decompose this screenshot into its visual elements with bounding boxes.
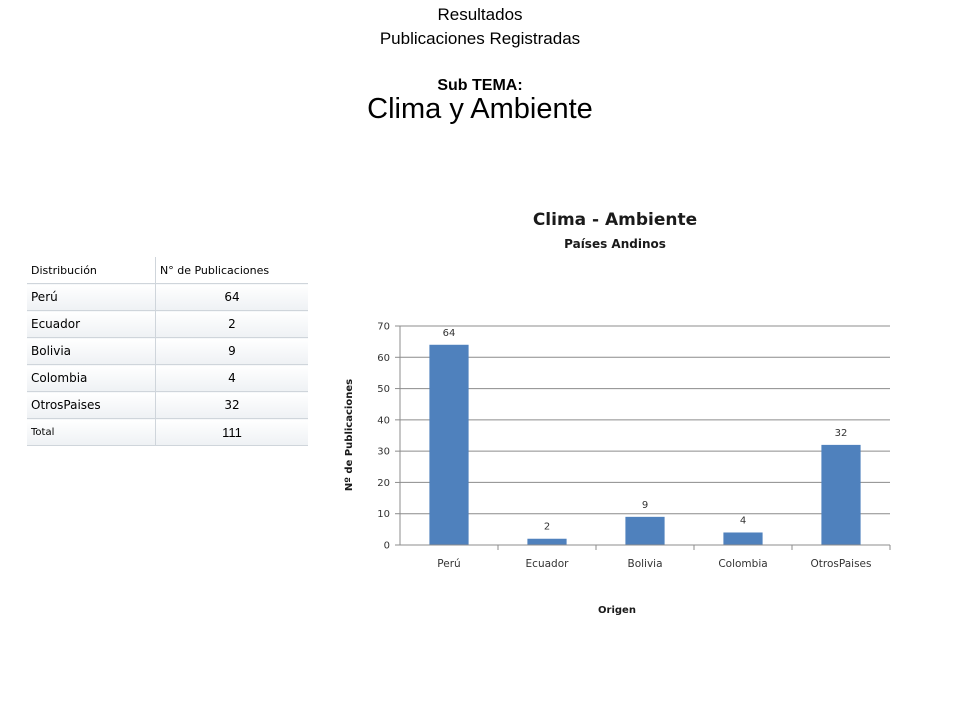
header-resultados: Resultados xyxy=(437,5,523,24)
bar xyxy=(527,538,567,545)
chart-gridlines xyxy=(400,325,890,546)
bar-value-label: 2 xyxy=(544,522,550,533)
bar-chart: Clima - Ambiente Países Andinos 0 10 20 30 4… xyxy=(344,210,891,616)
table-cell-country: OtrosPaises xyxy=(27,391,156,419)
table-cell-country: Bolivia xyxy=(27,337,156,365)
table-row: Ecuador 2 xyxy=(27,310,308,338)
bar-value-label: 9 xyxy=(642,500,648,511)
bar xyxy=(723,532,763,545)
x-tick-label: OtrosPaises xyxy=(811,558,872,570)
bar-value-label: 32 xyxy=(835,428,848,439)
header-publicaciones: Publicaciones Registradas xyxy=(379,29,581,48)
table-header-cell: Distribución xyxy=(27,257,156,284)
table-cell-count: 2 xyxy=(155,310,308,338)
x-axis-label: Origen xyxy=(598,605,636,616)
x-tick-label: Perú xyxy=(437,558,460,570)
distribution-table: Distribución N° de Publicaciones Perú 64… xyxy=(27,257,308,446)
table-row: Bolivia 9 xyxy=(27,337,308,365)
y-tick-label: 70 xyxy=(377,322,390,333)
table-cell-count: 4 xyxy=(155,364,308,392)
y-axis-label: Nº de Publicaciones xyxy=(344,379,355,491)
chart-bars xyxy=(429,344,861,545)
y-tick-label: 50 xyxy=(377,384,390,395)
subtema-label: Sub TEMA: xyxy=(437,77,523,94)
y-tick-label: 40 xyxy=(377,415,390,426)
table-cell-country: Colombia xyxy=(27,364,156,392)
y-tick-label: 10 xyxy=(377,509,390,520)
chart-subtitle: Países Andinos xyxy=(564,237,666,251)
table-header-row: Distribución N° de Publicaciones xyxy=(27,257,308,284)
subtema-title: Clima y Ambiente xyxy=(367,93,593,125)
table-row: OtrosPaises 32 xyxy=(27,391,308,419)
table-cell-count: 64 xyxy=(155,283,308,311)
bar-value-label: 64 xyxy=(443,328,456,339)
chart-axes xyxy=(399,326,890,546)
x-tick-label: Colombia xyxy=(718,558,767,570)
table-cell-count: 9 xyxy=(155,337,308,365)
y-axis-ticks: 0 10 20 30 40 50 60 70 xyxy=(377,322,400,552)
y-tick-label: 30 xyxy=(377,447,390,458)
bar-value-labels: 64 2 9 4 32 xyxy=(443,328,848,533)
table-cell-count: 32 xyxy=(155,391,308,419)
table-cell-country: Perú xyxy=(27,283,156,311)
table-row: Perú 64 xyxy=(27,283,308,311)
y-tick-label: 0 xyxy=(384,541,390,552)
y-tick-label: 20 xyxy=(377,478,390,489)
table-total-row: Total 111 xyxy=(27,418,308,446)
table-total-value: 111 xyxy=(155,418,308,446)
table-cell-country: Ecuador xyxy=(27,310,156,338)
bar xyxy=(821,444,861,545)
chart-title: Clima - Ambiente xyxy=(533,210,697,230)
x-tick-label: Ecuador xyxy=(526,558,570,570)
bar-value-label: 4 xyxy=(740,515,746,526)
y-tick-label: 60 xyxy=(377,353,390,364)
table-total-label: Total xyxy=(27,418,156,446)
table-header-cell: N° de Publicaciones xyxy=(155,257,308,284)
table-row: Colombia 4 xyxy=(27,364,308,392)
x-tick-label: Bolivia xyxy=(627,558,662,570)
x-axis-ticks: Perú Ecuador Bolivia Colombia OtrosPaises xyxy=(437,545,891,570)
bar xyxy=(625,516,665,545)
bar xyxy=(429,344,469,545)
